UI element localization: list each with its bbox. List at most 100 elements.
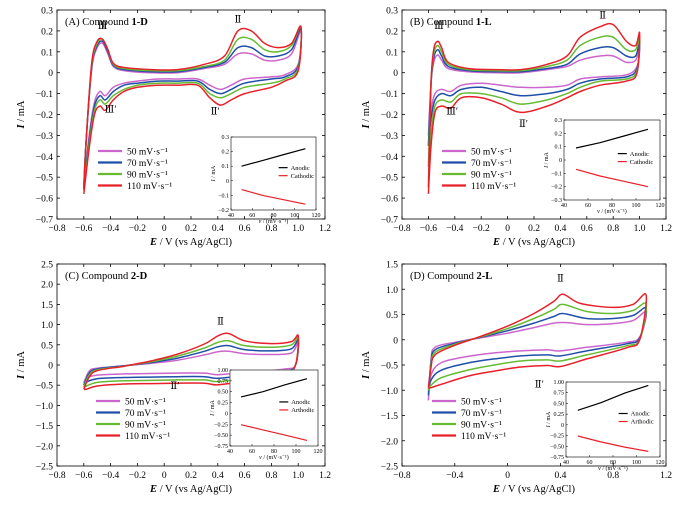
cv-curve-110	[83, 332, 300, 391]
x-tick-label: 1.0	[634, 224, 646, 234]
y-axis-label: I / mA	[16, 100, 27, 129]
x-tick-label: −0.8	[393, 471, 410, 481]
legend-label: 70 mV·s⁻¹	[471, 159, 512, 169]
y-tick-label: −0.6	[36, 195, 53, 205]
panel-d: −0.8 −0.4 0 0.4 0.8 1.2−2.5−2.0−1.5−1.0−0.500…	[361, 261, 672, 496]
x-tick-label: 0.2	[185, 224, 197, 234]
inset-x-tick-label: 40	[561, 203, 567, 209]
legend-label: 110 mV·s⁻¹	[125, 432, 170, 442]
y-tick-label: 0.3	[41, 7, 53, 17]
inset-x-label: v / (mV·s⁻¹)	[259, 218, 289, 225]
y-tick-label: −0.5	[36, 382, 53, 392]
inset-y-tick-label: −0.50	[550, 444, 564, 450]
inset-x-tick-label: 100	[290, 213, 299, 219]
x-tick-label: 1.2	[319, 224, 331, 234]
inset-cathodic-line	[575, 168, 649, 188]
inset-legend-cathodic: Cathodic	[630, 159, 654, 166]
x-tick-label: 0	[162, 471, 167, 481]
cv-curve-110	[427, 22, 641, 194]
panel-c: −0.8 −0.6 −0.4 −0.2 0 0.2 0.4 0.6 0.8 1.0 1.2 −2.5 −…	[16, 261, 331, 496]
peak-label: Ⅲ	[434, 21, 444, 32]
x-tick-label: 0.6	[581, 224, 593, 234]
inset-x-tick-label: 60	[585, 203, 591, 209]
cv-curve-110	[83, 25, 303, 194]
inset-anodic-line	[577, 384, 649, 411]
inset-x-label: v / (mV·s⁻¹)	[259, 454, 289, 461]
inset-y-tick-label: 0.75	[554, 391, 565, 397]
panel-title: (A) Compound 1-D	[65, 17, 148, 28]
x-tick-label: −0.6	[75, 224, 92, 234]
y-tick-label: 2.5	[41, 261, 53, 271]
x-tick-label: −0.4	[102, 471, 119, 481]
x-tick-label: −0.2	[129, 224, 146, 234]
y-tick-label: −2.5	[381, 463, 398, 473]
inset-y-tick-label: −0.1	[218, 193, 229, 199]
x-tick-label: 0.6	[239, 471, 251, 481]
x-tick-label: 0.8	[265, 224, 277, 234]
legend-label: 70 mV·s⁻¹	[461, 409, 502, 419]
inset-y-tick-label: 0	[225, 411, 228, 417]
x-tick-label: −0.4	[102, 224, 119, 234]
inset-x-label: v / (mV·s⁻¹)	[598, 465, 628, 472]
y-tick-label: 0.5	[386, 311, 398, 321]
legend-label: 110 mV·s⁻¹	[127, 182, 172, 192]
x-tick-label: −0.2	[473, 224, 490, 234]
inset-y-tick-label: −0.3	[551, 198, 562, 204]
inset-y-tick-label: −0.1	[551, 171, 562, 177]
panel-title: (D) Compound 2-L	[410, 271, 492, 282]
inset-chart: 40 60 80 100 120 −0.2 −0.1 0 0.1 0.2 0.3 v / (mV·s⁻…	[211, 135, 321, 225]
legend-label: 110 mV·s⁻¹	[471, 182, 516, 192]
legend-label: 50 mV·s⁻¹	[461, 398, 502, 408]
inset-x-tick-label: 60	[249, 449, 255, 455]
legend-label: 90 mV·s⁻¹	[461, 421, 502, 431]
y-tick-label: −2.0	[381, 437, 398, 447]
x-axis-label: E / V (vs Ag/AgCl)	[492, 484, 575, 495]
inset-legend-anodic: Anodic	[631, 411, 650, 418]
inset-y-tick-label: 1.00	[218, 368, 229, 374]
legend-label: 90 mV·s⁻¹	[127, 171, 168, 181]
x-tick-label: 0.4	[554, 471, 566, 481]
inset-y-label: I / mA	[211, 165, 217, 182]
inset-anodic-line	[241, 148, 306, 167]
inset-background	[229, 369, 319, 447]
legend-label: 70 mV·s⁻¹	[125, 409, 166, 419]
y-tick-label: −0.4	[381, 153, 398, 163]
y-tick-label: −0.4	[36, 153, 53, 163]
y-tick-label: 1.5	[41, 301, 53, 311]
inset-anodic-line	[240, 378, 308, 398]
x-tick-label: 1.0	[292, 471, 304, 481]
inset-x-tick-label: 100	[632, 460, 641, 466]
legend-label: 90 mV·s⁻¹	[471, 171, 512, 181]
x-axis-label: E / V (vs Ag/AgCl)	[492, 237, 575, 248]
y-axis-label: I / mA	[361, 351, 372, 380]
legend-label: 50 mV·s⁻¹	[471, 148, 512, 158]
inset-x-tick-label: 120	[314, 449, 323, 455]
inset-legend-anodic: Anodic	[291, 165, 310, 172]
y-tick-label: −1.5	[36, 422, 53, 432]
x-tick-label: −0.4	[446, 471, 463, 481]
inset-y-tick-label: −0.75	[550, 455, 564, 461]
y-tick-label: −2.0	[36, 442, 53, 452]
y-axis-label: I / mA	[16, 351, 27, 380]
inset-chart: 40 60 80 100 120 −0.3 −0.2 −0.1 0 0.1 0.2 0.3 v / (m…	[544, 118, 665, 215]
inset-y-tick-label: −0.25	[214, 422, 228, 428]
y-tick-label: −0.5	[381, 362, 398, 372]
inset-cathodic-line	[240, 424, 308, 441]
inset-chart: 40 60 80 100 120 −0.75 −0.50 −0.25 0 0.25 0.50 0.75…	[210, 368, 323, 461]
y-tick-label: −0.1	[36, 90, 53, 100]
inset-background	[563, 119, 661, 201]
y-tick-label: 0.1	[386, 48, 398, 58]
y-tick-label: 1.0	[386, 286, 398, 296]
legend-label: 90 mV·s⁻¹	[125, 421, 166, 431]
x-tick-label: 0.8	[607, 224, 619, 234]
inset-x-tick-label: 40	[563, 460, 569, 466]
inset-y-label: I / mA	[210, 400, 216, 417]
cv-curve-70	[427, 40, 641, 146]
inset-legend-anodic: Anodic	[630, 151, 649, 158]
y-tick-label: −1.0	[381, 387, 398, 397]
y-axis-label: I / mA	[361, 100, 372, 129]
x-tick-label: 1.0	[292, 224, 304, 234]
x-tick-label: 0.2	[185, 471, 197, 481]
x-tick-label: 0	[162, 224, 167, 234]
inset-chart: 40 60 80 100 120 −0.75 −0.50 −0.25 0 0.25 0.50 0.75…	[546, 380, 665, 472]
